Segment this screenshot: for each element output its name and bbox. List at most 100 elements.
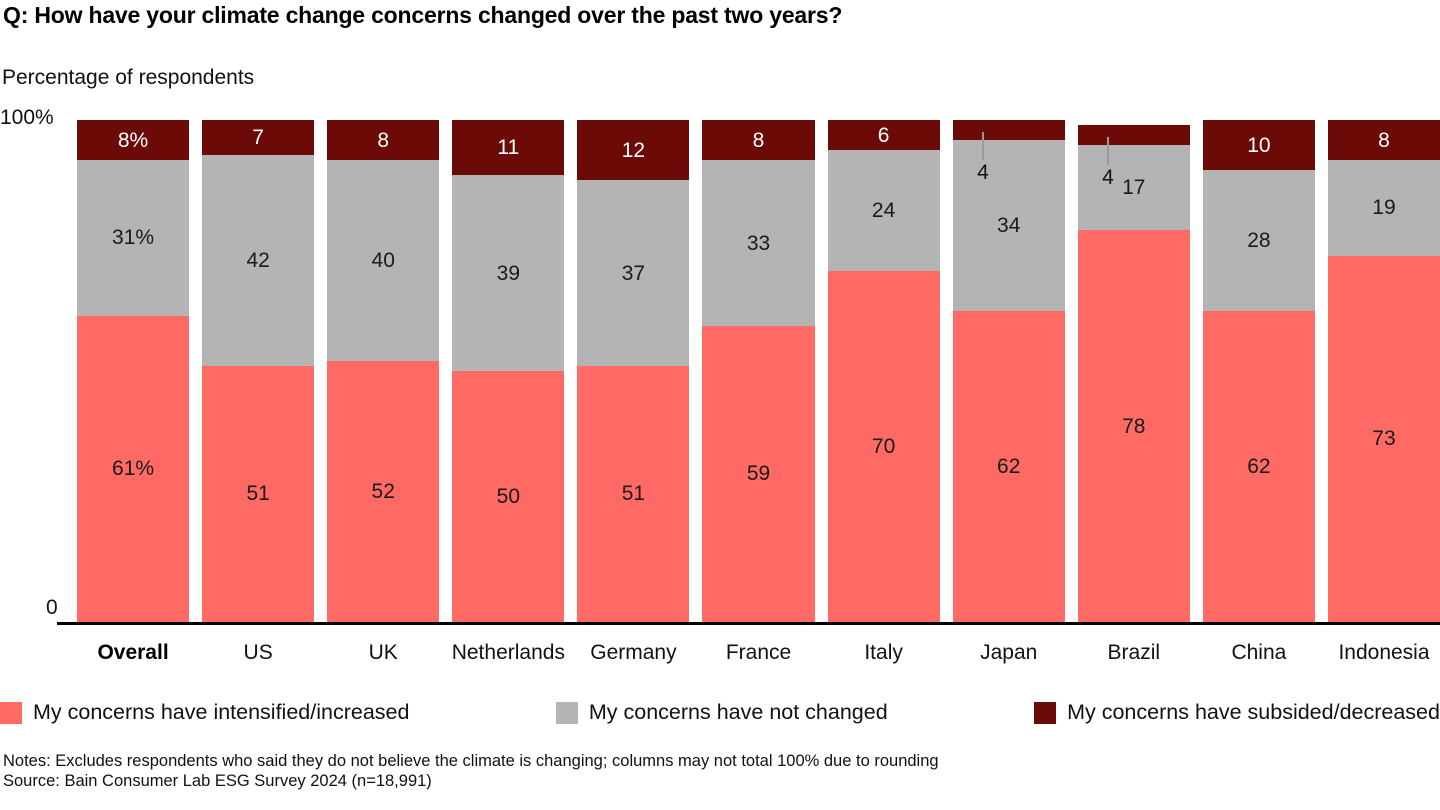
y-axis-tick-100: 100% — [0, 106, 54, 129]
segment: 52 — [327, 360, 440, 622]
segment-value: 61% — [112, 457, 155, 481]
bar-japan: 4 34 62 Japan — [952, 120, 1065, 664]
segment-value: 10 — [1247, 133, 1271, 157]
segment: 19 — [1327, 160, 1440, 256]
segment: 62 — [1202, 310, 1315, 622]
segment-value: 28 — [1247, 228, 1271, 252]
segment: 11 — [452, 120, 565, 176]
plot-area: 8% 31% 61% Overall 7 42 51 US 8 40 52 UK 11 39 50 Nethe… — [77, 120, 1440, 664]
segment: 12 — [577, 120, 690, 181]
legend-item: My concerns have intensified/increased — [0, 700, 409, 725]
bar-overall: 8% 31% 61% Overall — [77, 120, 190, 664]
segment: 28 — [1202, 170, 1315, 311]
bar-china: 10 28 62 China — [1202, 120, 1315, 664]
segment: 42 — [202, 155, 315, 366]
segment-value: 73 — [1372, 427, 1396, 451]
segment: 70 — [827, 270, 940, 622]
legend-label: My concerns have not changed — [588, 700, 888, 724]
segment-value: 8 — [752, 128, 765, 152]
segment: 40 — [327, 160, 440, 361]
segment — [952, 120, 1065, 141]
segment-value: 7 — [252, 126, 264, 150]
segment — [1077, 125, 1190, 146]
legend-swatch — [555, 701, 578, 724]
segment: 8 — [327, 120, 440, 161]
category-label-overall: Overall — [97, 641, 169, 664]
segment: 24 — [827, 150, 940, 271]
footer-notes: Notes: Excludes respondents who said the… — [3, 752, 939, 791]
legend-swatch — [0, 701, 22, 724]
category-label-germany: Germany — [590, 641, 677, 664]
category-label-indonesia: Indonesia — [1338, 641, 1430, 664]
segment-value: 24 — [871, 198, 896, 222]
segment-value: 6 — [877, 123, 890, 147]
segment: 78 — [1077, 230, 1190, 622]
segment: 51 — [577, 365, 690, 622]
segment-value: 8 — [377, 128, 390, 152]
segment: 8 — [702, 120, 815, 161]
segment-value: 51 — [621, 482, 646, 506]
segment-value: 12 — [621, 138, 646, 162]
segment: 7 — [202, 120, 315, 156]
segment: 8% — [77, 120, 190, 161]
segment: 17 — [1077, 145, 1190, 231]
segment: 33 — [702, 160, 815, 326]
segment-value: 59 — [746, 462, 771, 486]
segment: 34 — [952, 140, 1065, 311]
segment-value: 34 — [997, 213, 1021, 237]
segment: 8 — [1327, 120, 1440, 161]
segment-value: 52 — [371, 479, 395, 503]
segment-value: 62 — [1247, 454, 1271, 478]
bar-uk: 8 40 52 UK — [327, 120, 440, 664]
segment: 51 — [202, 365, 315, 622]
legend-label: My concerns have subsided/decreased — [1067, 700, 1440, 724]
segment: 37 — [577, 180, 690, 366]
legend: My concerns have intensified/increased My… — [0, 700, 1440, 725]
legend-swatch — [1034, 701, 1057, 724]
bar-netherlands: 11 39 50 Netherlands — [452, 120, 565, 664]
segment-value: 42 — [246, 249, 270, 273]
segment-value: 31% — [112, 226, 155, 250]
category-label-us: US — [243, 641, 273, 664]
segment-value: 50 — [496, 485, 520, 508]
segment-value: 11 — [497, 136, 520, 160]
category-label-italy: Italy — [864, 641, 903, 664]
category-label-japan: Japan — [980, 641, 1038, 664]
segment-value: 33 — [746, 231, 771, 255]
category-label-netherlands: Netherlands — [451, 641, 565, 664]
source-line: Source: Bain Consumer Lab ESG Survey 202… — [3, 771, 432, 790]
legend-item: My concerns have subsided/decreased — [1034, 700, 1440, 725]
chart-title: Q: How have your climate change concerns… — [3, 2, 843, 28]
segment: 50 — [452, 371, 565, 622]
segment-value: 8% — [117, 128, 149, 152]
segment-value: 8 — [1378, 128, 1390, 152]
bar-indonesia: 8 19 73 Indonesia — [1327, 120, 1440, 664]
segment-value: 70 — [871, 434, 896, 458]
bar-us: 7 42 51 US — [202, 120, 315, 664]
bar-brazil: 4 17 78 Brazil — [1077, 120, 1190, 664]
y-axis-tick-0: 0 — [46, 596, 58, 619]
bar-germany: 12 37 51 Germany — [577, 120, 690, 664]
segment-value: 19 — [1372, 196, 1396, 220]
chart-subtitle: Percentage of respondents — [2, 66, 255, 89]
segment: 62 — [952, 310, 1065, 622]
segment-value: 78 — [1122, 414, 1146, 438]
segment: 61% — [77, 315, 190, 622]
segment: 39 — [452, 175, 565, 371]
bar-italy: 6 24 70 Italy — [827, 120, 940, 664]
segment: 10 — [1202, 120, 1315, 171]
segment-value: 51 — [246, 482, 270, 506]
segment-value: 37 — [621, 261, 646, 285]
segment-value: 39 — [496, 261, 520, 285]
segment: 59 — [702, 325, 815, 622]
category-label-china: China — [1231, 641, 1287, 664]
category-label-brazil: Brazil — [1107, 641, 1161, 664]
segment-value: 62 — [997, 454, 1021, 478]
notes-line: Notes: Excludes respondents who said the… — [3, 752, 939, 770]
segment-value: 17 — [1122, 176, 1146, 200]
segment-value: 40 — [371, 249, 395, 273]
legend-item: My concerns have not changed — [555, 700, 888, 725]
x-axis-line — [57, 622, 1440, 625]
segment: 31% — [77, 160, 190, 316]
